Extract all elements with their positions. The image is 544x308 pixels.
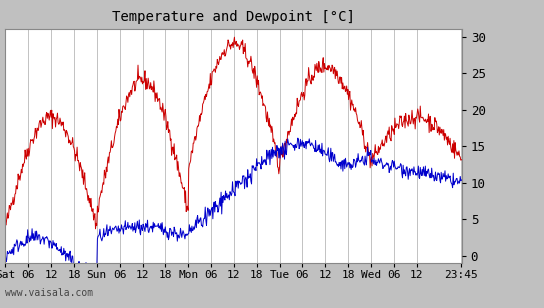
Text: Temperature and Dewpoint [°C]: Temperature and Dewpoint [°C] <box>113 10 355 24</box>
Text: www.vaisala.com: www.vaisala.com <box>5 288 94 298</box>
